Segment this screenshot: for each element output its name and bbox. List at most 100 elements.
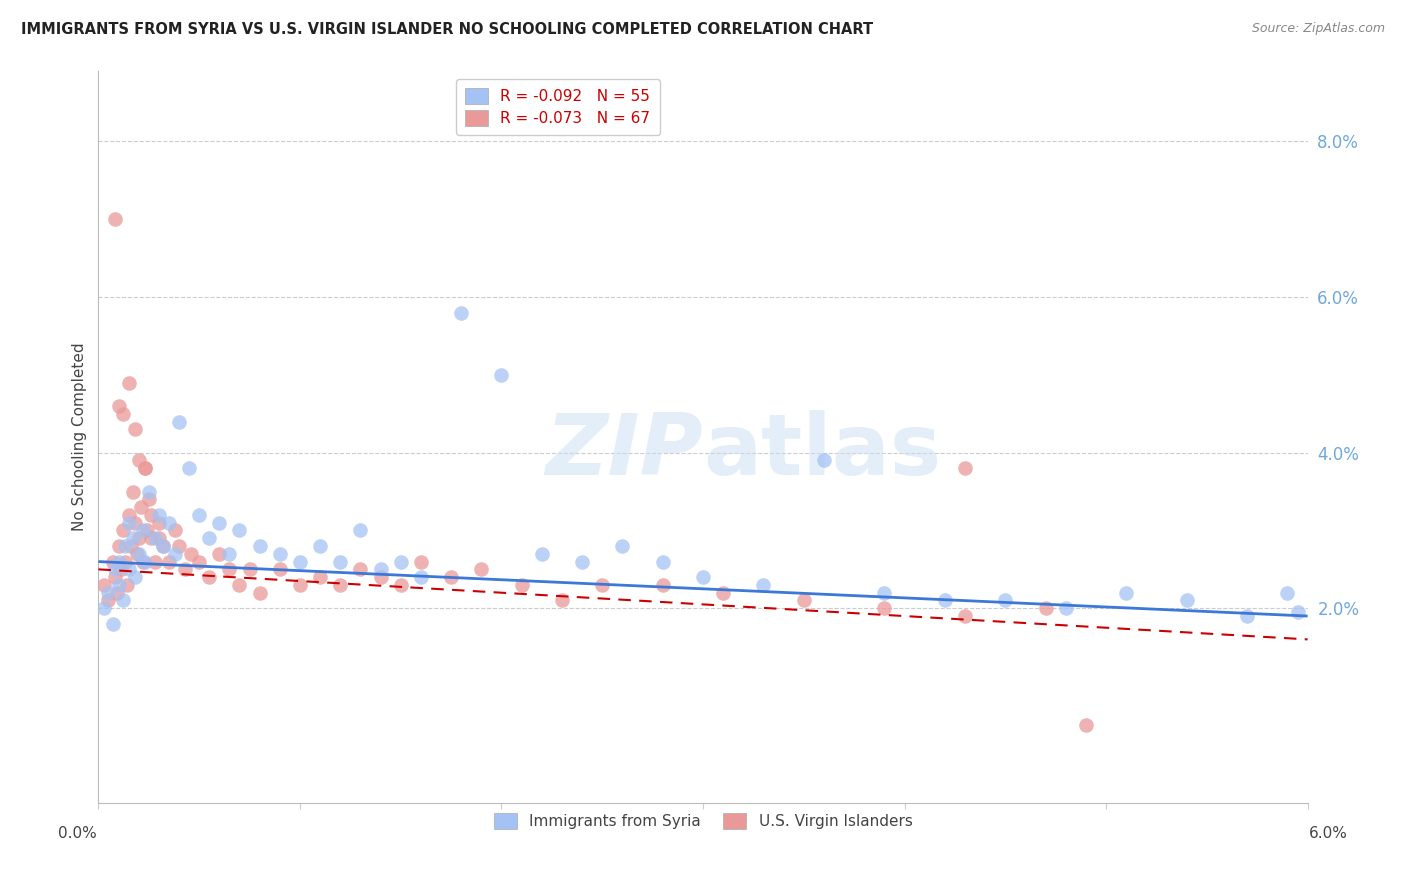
Point bbox=[111, 593, 134, 607]
Point bbox=[409, 555, 432, 569]
Point bbox=[994, 593, 1017, 607]
Point bbox=[157, 516, 180, 530]
Point bbox=[103, 212, 125, 227]
Point bbox=[228, 578, 250, 592]
Point bbox=[530, 547, 553, 561]
Point bbox=[118, 508, 141, 522]
Point bbox=[953, 461, 976, 475]
Point bbox=[124, 422, 146, 436]
Text: ZIP: ZIP bbox=[546, 410, 703, 493]
Point bbox=[118, 562, 141, 576]
Point bbox=[198, 531, 221, 545]
Point bbox=[97, 585, 120, 599]
Point bbox=[249, 539, 271, 553]
Text: IMMIGRANTS FROM SYRIA VS U.S. VIRGIN ISLANDER NO SCHOOLING COMPLETED CORRELATION: IMMIGRANTS FROM SYRIA VS U.S. VIRGIN ISL… bbox=[21, 22, 873, 37]
Point bbox=[612, 539, 634, 553]
Point bbox=[450, 305, 472, 319]
Point bbox=[101, 616, 124, 631]
Point bbox=[148, 531, 170, 545]
Y-axis label: No Schooling Completed: No Schooling Completed bbox=[72, 343, 87, 532]
Point bbox=[1074, 718, 1097, 732]
Point bbox=[125, 547, 148, 561]
Point bbox=[208, 516, 231, 530]
Point bbox=[135, 524, 157, 538]
Point bbox=[167, 415, 190, 429]
Point bbox=[228, 524, 250, 538]
Point bbox=[208, 547, 231, 561]
Point bbox=[111, 524, 134, 538]
Point bbox=[188, 555, 211, 569]
Point bbox=[128, 531, 150, 545]
Point bbox=[114, 539, 136, 553]
Point bbox=[491, 368, 513, 382]
Point bbox=[134, 461, 156, 475]
Point bbox=[329, 578, 352, 592]
Point bbox=[269, 547, 291, 561]
Point bbox=[134, 461, 156, 475]
Point bbox=[174, 562, 197, 576]
Point bbox=[114, 555, 136, 569]
Point bbox=[551, 593, 574, 607]
Point bbox=[167, 539, 190, 553]
Point bbox=[134, 555, 156, 569]
Point bbox=[118, 376, 141, 390]
Point bbox=[198, 570, 221, 584]
Point bbox=[711, 585, 734, 599]
Point bbox=[1035, 601, 1057, 615]
Point bbox=[953, 609, 976, 624]
Point bbox=[124, 516, 146, 530]
Point bbox=[132, 555, 155, 569]
Point bbox=[1236, 609, 1258, 624]
Point bbox=[148, 516, 170, 530]
Point bbox=[118, 516, 141, 530]
Point bbox=[873, 585, 896, 599]
Point bbox=[139, 508, 162, 522]
Point bbox=[107, 555, 129, 569]
Point bbox=[101, 555, 124, 569]
Point bbox=[651, 578, 673, 592]
Point bbox=[1115, 585, 1137, 599]
Point bbox=[128, 547, 150, 561]
Point bbox=[349, 562, 371, 576]
Point bbox=[470, 562, 492, 576]
Point bbox=[269, 562, 291, 576]
Point bbox=[1277, 585, 1299, 599]
Point bbox=[103, 570, 125, 584]
Point bbox=[934, 593, 956, 607]
Point bbox=[440, 570, 463, 584]
Point bbox=[249, 585, 271, 599]
Text: Source: ZipAtlas.com: Source: ZipAtlas.com bbox=[1251, 22, 1385, 36]
Point bbox=[309, 570, 332, 584]
Point bbox=[107, 578, 129, 592]
Legend: Immigrants from Syria, U.S. Virgin Islanders: Immigrants from Syria, U.S. Virgin Islan… bbox=[488, 807, 918, 836]
Point bbox=[1286, 605, 1309, 619]
Point bbox=[389, 555, 412, 569]
Point bbox=[692, 570, 714, 584]
Point bbox=[813, 453, 835, 467]
Point bbox=[571, 555, 593, 569]
Point bbox=[510, 578, 533, 592]
Point bbox=[138, 484, 160, 499]
Point bbox=[115, 578, 138, 592]
Text: 0.0%: 0.0% bbox=[58, 826, 97, 841]
Point bbox=[179, 461, 201, 475]
Point bbox=[218, 547, 240, 561]
Point bbox=[111, 407, 134, 421]
Point bbox=[349, 524, 371, 538]
Point bbox=[288, 555, 311, 569]
Point bbox=[132, 524, 155, 538]
Point bbox=[651, 555, 673, 569]
Point bbox=[143, 555, 166, 569]
Point bbox=[124, 570, 146, 584]
Point bbox=[239, 562, 262, 576]
Point bbox=[152, 539, 174, 553]
Point bbox=[139, 531, 162, 545]
Point bbox=[793, 593, 815, 607]
Point bbox=[309, 539, 332, 553]
Point bbox=[370, 562, 392, 576]
Point bbox=[97, 593, 120, 607]
Point bbox=[288, 578, 311, 592]
Point bbox=[873, 601, 896, 615]
Point bbox=[370, 570, 392, 584]
Point bbox=[128, 453, 150, 467]
